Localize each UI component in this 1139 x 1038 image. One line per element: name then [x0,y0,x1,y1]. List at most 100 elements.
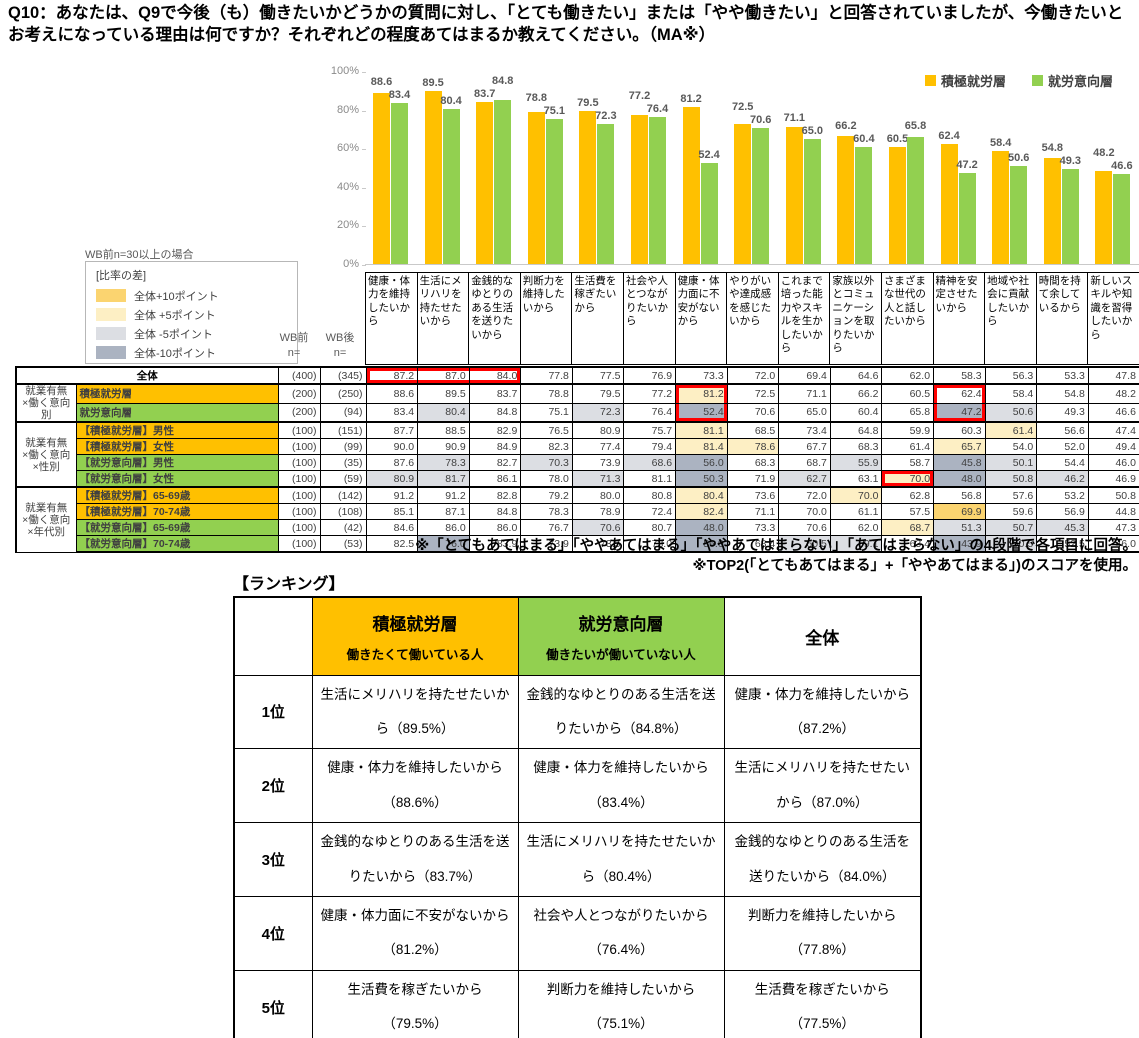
value-cell: 78.0 [520,470,573,488]
value-cell: 84.8 [468,402,522,423]
value-cell-highlighted: 70.0 [881,470,935,488]
ranking-row: 4位 健康・体力面に不安がないから（81.2%） 社会や人とつながりたいから（76.… [233,896,922,971]
value-cell: 89.5 [417,382,470,404]
value-cell: 55.9 [829,454,883,472]
ranking-rank-cell: 3位 [233,822,313,898]
ranking-header-row: 積極就労層 働きたくて働いている人 就労意向層 働きたいが働いていない人 全体 [233,596,922,676]
bar-intent-workers [494,100,512,264]
ranking-row: 2位 健康・体力を維持したいから（88.6%） 健康・体力を維持したいから（83.4… [233,748,922,824]
value-cell: 53.2 [1036,486,1089,505]
value-cell: 86.0 [468,519,522,537]
value-cell: 80.8 [623,486,677,505]
value-cell: 60.5 [881,382,935,404]
ranking-item-cell: 生活費を稼ぎたいから（77.5%） [723,969,922,1038]
bar-intent-workers [1061,168,1079,264]
value-cell: 82.7 [468,454,522,472]
value-cell: 50.8 [1087,486,1139,505]
value-cell: 68.3 [726,454,780,472]
question-title: Q10：あなたは、Q9で今後（も）働きたいかどうかの質問に対し、「とても働きたい… [8,4,1124,44]
n-before-cell: (100) [277,421,321,440]
value-cell: 72.5 [726,382,780,404]
value-cell: 82.8 [468,486,522,505]
bar-value-label: 79.5 [577,96,599,109]
ranking-column-title: 就労意向層 [578,614,664,634]
bar-intent-workers [855,147,873,264]
bar-chart-plot: 88.6 83.4 89.5 80.4 83.7 84.8 78.8 75.1 79.5 72.3… [365,72,1139,265]
category-header-cell: 家族以外とコミュニケーションを取りたいから [829,272,882,365]
value-cell: 71.9 [726,470,780,488]
ranking-item-cell: 生活費を稼ぎたいから（79.5%） [311,969,519,1038]
value-cell: 50.6 [984,402,1038,423]
value-cell: 71.1 [778,382,831,404]
value-cell: 60.3 [933,421,986,440]
n-after-cell: (94) [319,402,367,423]
bar-active-workers [734,124,752,264]
bar-group: 48.2 46.6 [1087,72,1139,264]
value-cell: 50.3 [675,470,728,488]
bar-value-label: 60.5 [886,133,909,146]
value-cell: 50.8 [984,470,1038,488]
bar-value-label: 65.0 [801,124,823,137]
value-cell: 56.3 [984,366,1038,385]
value-cell-highlighted: 47.2 [933,402,986,423]
value-cell: 79.5 [571,382,625,404]
value-cell: 68.6 [623,454,677,472]
bar-intent-workers [545,119,563,264]
value-cell-highlighted: 84.0 [468,366,522,385]
bar-value-label: 49.3 [1059,154,1081,167]
bar-value-label: 72.5 [731,100,754,113]
value-cell: 60.5 [778,535,831,554]
bar-intent-workers [958,172,976,264]
value-cell: 79.4 [623,438,677,456]
row-group-label: 就業有無 ×働く意向 ×年代別 [15,486,77,553]
n-before-cell: (100) [277,470,321,488]
bar-group: 79.5 72.3 [571,72,623,264]
value-cell: 91.2 [365,486,419,505]
value-cell: 45.3 [1036,519,1089,537]
ranking-column-title: 積極就労層 [372,614,458,634]
bar-value-label: 58.4 [989,137,1012,150]
bar-group: 58.4 50.6 [984,72,1036,264]
bar-value-label: 81.2 [680,93,702,106]
diff-swatch [96,346,126,359]
table-row: 【就労意向層】70-74歳 (100) (53) 82.5 76.0 83.9 73.9 73… [16,535,1139,554]
category-header-cell: やりがいや達成感を感じたいから [726,272,779,365]
value-cell: 53.3 [1036,366,1089,385]
value-cell: 78.3 [417,454,470,472]
value-cell: 84.8 [468,503,522,521]
value-cell: 77.4 [571,438,625,456]
diff-legend-title: [比率の差] [96,270,147,282]
table-row: 就業有無 ×働く意向 ×性別 【積極就労層】男性 (100) (151) 87.7 88.… [15,421,1139,488]
category-header-cell: さまざまな世代の人と話したいから [880,272,934,365]
bar-active-workers [785,126,803,264]
footnote-line: ※「とてもあてはまる」「ややあてはまる」「ややあてはまらない」「あてはまらない」… [415,538,1137,554]
ranking-rank-cell: 2位 [233,748,313,824]
value-cell: 82.9 [468,421,522,440]
value-cell: 84.9 [468,438,522,456]
row-group-label: 就業有無 ×働く意向 ×性別 [15,421,77,488]
value-cell: 46.6 [1087,402,1139,423]
n-before-cell: (100) [277,438,321,456]
value-cell: 88.5 [417,421,470,440]
value-cell: 72.0 [778,486,831,505]
category-header-cell: 社会や人とつながりたいから [622,272,676,365]
value-cell: 51.3 [933,519,986,537]
n-before-cell: (100) [277,503,321,521]
y-axis-tick-mark [362,187,366,189]
ranking-item-cell: 健康・体力を維持したいから（88.6%） [311,748,519,824]
diff-swatch [96,289,126,302]
bar-value-label: 76.4 [646,102,669,115]
value-cell: 64.6 [829,366,883,385]
y-axis-tick-label: 20% [336,219,359,232]
diff-legend-label: 全体-10ポイント [134,347,216,360]
bar-intent-workers [391,103,408,264]
n-after-cell: (99) [319,438,367,456]
value-cell: 68.5 [726,421,780,440]
table-row: 就労意向層 (200) (94) 83.4 80.4 84.8 75.1 72.3 76.4 52… [16,402,1139,423]
row-label: 積極就労層 [75,382,279,404]
category-header-cell: 生活費を稼ぎたいから [571,272,624,365]
row-label: 【積極就労層】70-74歳 [75,503,279,521]
value-cell: 76.9 [623,366,677,385]
bar-value-label: 78.8 [525,92,547,105]
value-cell: 69.4 [778,366,831,385]
